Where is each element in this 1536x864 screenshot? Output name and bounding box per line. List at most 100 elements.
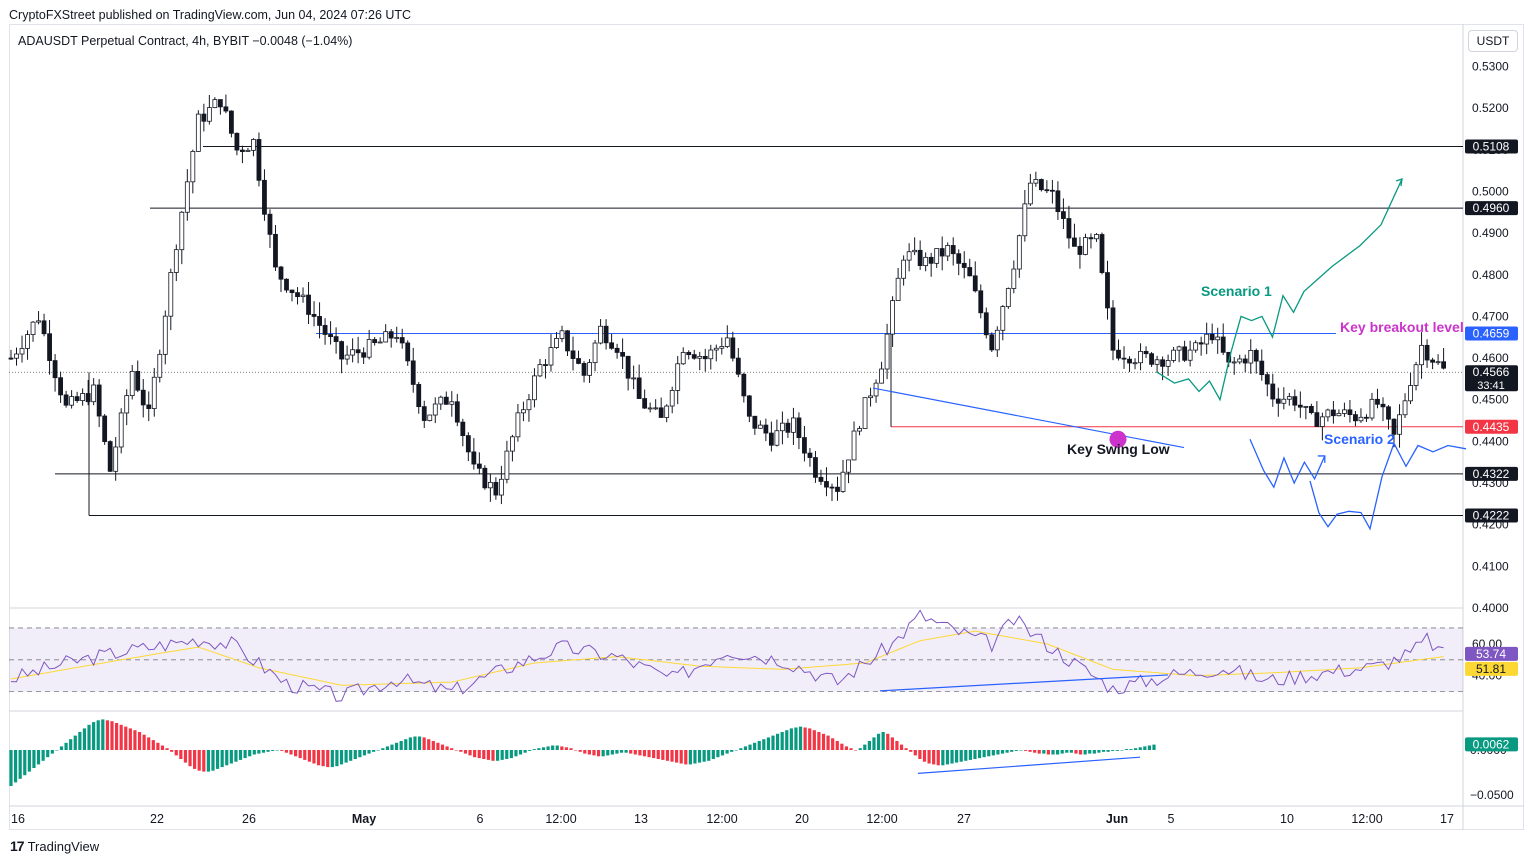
macd-bar xyxy=(18,750,22,779)
candle-body xyxy=(664,405,670,418)
candle-body xyxy=(465,435,471,453)
candle-body xyxy=(1331,409,1336,417)
macd-bar xyxy=(1051,750,1055,755)
level-label-bg xyxy=(1465,365,1518,392)
macd-bar xyxy=(1129,749,1133,750)
candle-body xyxy=(741,373,747,397)
macd-bar xyxy=(495,750,500,761)
macd-bar xyxy=(1028,750,1032,752)
candle-body xyxy=(752,415,758,429)
macd-bar xyxy=(206,750,210,772)
macd-bar xyxy=(890,737,894,750)
candle-body xyxy=(234,132,240,151)
candle-body xyxy=(179,211,185,251)
candle-body xyxy=(30,321,36,335)
candle-body xyxy=(427,414,433,421)
candle-body xyxy=(548,347,554,366)
candle-body xyxy=(493,481,499,496)
macd-bar xyxy=(440,744,445,750)
level-label: 0.4960 xyxy=(1473,201,1510,215)
time-tick: 13 xyxy=(634,812,648,826)
candle-body xyxy=(1000,306,1006,331)
candle-body xyxy=(300,294,306,298)
candle-body xyxy=(228,110,234,134)
macd-bar xyxy=(707,750,711,761)
candle-body xyxy=(1353,414,1358,422)
candle-body xyxy=(675,363,681,391)
macd-bar xyxy=(243,750,247,759)
time-tick: 12:00 xyxy=(706,812,737,826)
macd-bar xyxy=(518,750,523,755)
candle-body xyxy=(785,422,791,433)
macd-bar xyxy=(578,750,582,752)
macd-bar xyxy=(785,730,789,750)
candle-body xyxy=(1336,413,1342,417)
candle-body xyxy=(140,389,146,406)
time-tick: 6 xyxy=(477,812,484,826)
candle-body xyxy=(1402,400,1408,416)
candle-body xyxy=(1198,342,1204,345)
candle-body xyxy=(289,289,295,294)
scenario2-arrow xyxy=(1317,455,1326,463)
macd-bar xyxy=(739,748,743,750)
macd-bar xyxy=(266,750,270,752)
candle-body xyxy=(438,396,444,405)
candle-body xyxy=(796,417,802,438)
macd-bar xyxy=(1092,750,1096,754)
candle-body xyxy=(217,99,223,108)
macd-bar xyxy=(1138,747,1142,750)
level-label-bg xyxy=(1465,508,1518,523)
candle-body xyxy=(719,346,725,349)
candle-body xyxy=(939,248,945,257)
macd-bar xyxy=(1060,750,1064,754)
scenario1-arrow xyxy=(1395,178,1403,187)
candle-body xyxy=(1016,235,1022,270)
macd-bar xyxy=(73,735,77,750)
candle-body xyxy=(284,278,289,291)
macd-bar xyxy=(133,730,137,750)
macd-bar xyxy=(339,750,344,765)
macd-bar xyxy=(385,746,390,750)
candle-body xyxy=(245,149,251,152)
macd-bar xyxy=(358,750,362,758)
level-label: 0.4659 xyxy=(1473,326,1510,340)
macd-bar xyxy=(303,750,307,760)
candle-body xyxy=(873,382,879,397)
macd-bar xyxy=(757,741,761,750)
candle-body xyxy=(780,422,785,432)
candle-body xyxy=(818,476,824,482)
currency-button[interactable]: USDT xyxy=(1468,30,1518,52)
candle-body xyxy=(708,349,714,360)
candle-body xyxy=(1005,288,1011,307)
candle-body xyxy=(173,249,179,273)
footer[interactable]: 17 TradingView xyxy=(10,838,99,854)
candle-body xyxy=(1220,336,1226,353)
macd-bar xyxy=(362,750,367,756)
time-tick: 12:00 xyxy=(866,812,897,826)
price-tick: 0.4700 xyxy=(1472,309,1509,323)
candle-body xyxy=(1292,396,1298,406)
macd-bar xyxy=(280,750,284,751)
candle-body xyxy=(52,360,58,379)
macd-bar xyxy=(932,750,936,765)
macd-last: 0.0062 xyxy=(1473,737,1510,751)
macd-bar xyxy=(486,750,490,760)
candle-body xyxy=(1099,234,1105,273)
candle-body xyxy=(956,253,962,264)
candle-body xyxy=(471,451,477,465)
candle-body xyxy=(1149,353,1154,365)
macd-bar xyxy=(78,732,82,750)
macd-bar xyxy=(349,750,353,761)
candle-body xyxy=(19,348,25,355)
macd-bar xyxy=(918,750,922,759)
macd-bar xyxy=(482,750,486,759)
candle-body xyxy=(515,412,521,438)
macd-bar xyxy=(973,750,977,759)
countdown-label: 33:41 xyxy=(1477,380,1505,392)
candle-body xyxy=(1430,359,1435,363)
macd-bar xyxy=(743,746,748,750)
candle-body xyxy=(829,486,835,489)
swing-low-marker xyxy=(1109,430,1127,448)
candle-body xyxy=(1358,416,1364,422)
